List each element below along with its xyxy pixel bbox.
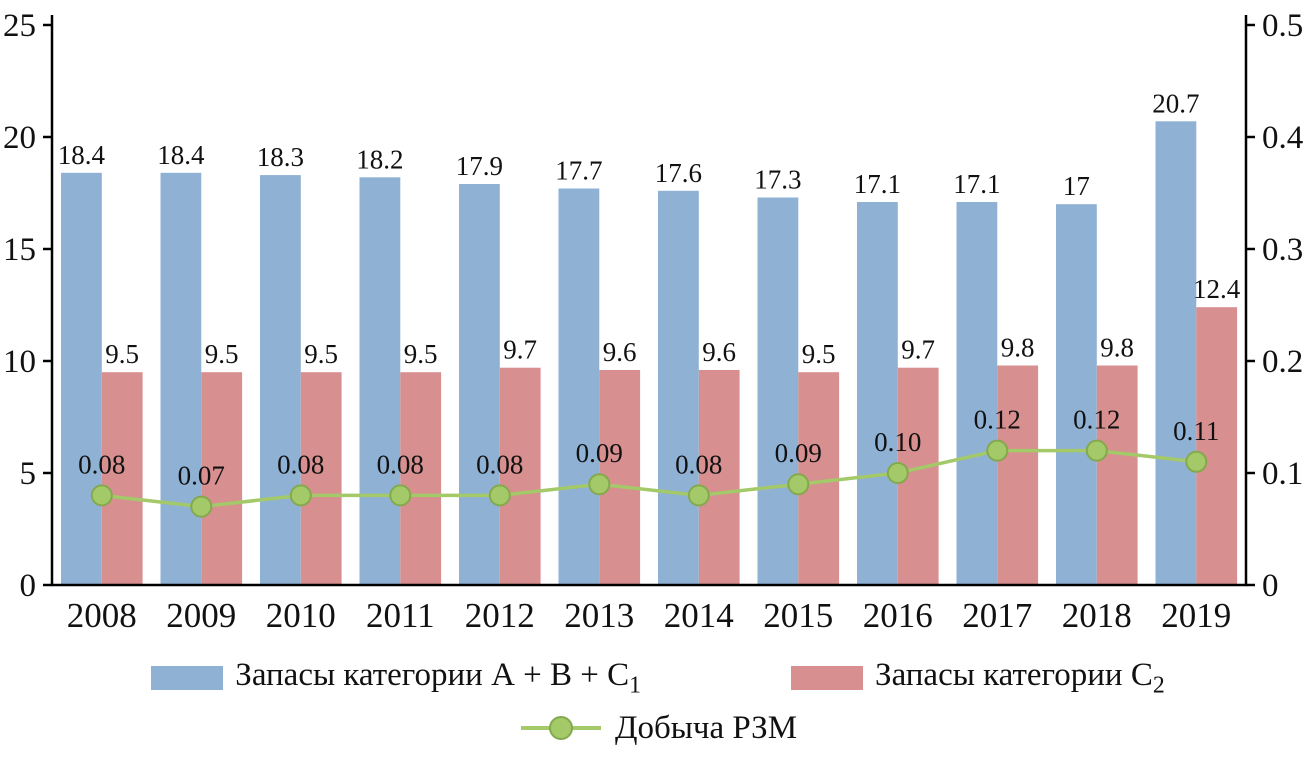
pink-bar-swatch <box>791 666 864 691</box>
svg-text:15: 15 <box>3 232 36 268</box>
svg-text:2012: 2012 <box>465 596 535 635</box>
svg-text:0.1: 0.1 <box>1262 456 1303 492</box>
svg-text:17.9: 17.9 <box>456 151 503 181</box>
svg-text:2017: 2017 <box>962 596 1032 635</box>
svg-text:20.7: 20.7 <box>1152 88 1199 118</box>
svg-text:0.12: 0.12 <box>1073 405 1120 435</box>
svg-text:18.4: 18.4 <box>157 140 205 170</box>
svg-text:0.3: 0.3 <box>1262 232 1303 268</box>
svg-text:0.12: 0.12 <box>974 405 1021 435</box>
svg-text:0.4: 0.4 <box>1262 120 1303 156</box>
svg-text:2015: 2015 <box>763 596 833 635</box>
svg-text:9.6: 9.6 <box>603 337 637 367</box>
svg-text:18.3: 18.3 <box>257 142 304 172</box>
svg-text:0.09: 0.09 <box>576 438 623 468</box>
svg-text:17: 17 <box>1063 171 1090 201</box>
svg-text:9.5: 9.5 <box>802 339 836 369</box>
svg-text:2011: 2011 <box>366 596 435 635</box>
svg-text:17.7: 17.7 <box>555 156 602 186</box>
svg-text:9.8: 9.8 <box>1100 333 1134 363</box>
svg-text:9.6: 9.6 <box>702 337 736 367</box>
chart-svg: 18.4 9.5 18.4 9.5 18.3 9.5 18.2 9.5 17.9 9.7 17.7 9… <box>3 8 1303 635</box>
svg-text:9.5: 9.5 <box>105 339 139 369</box>
svg-text:9.5: 9.5 <box>304 339 338 369</box>
legend-row-1: Запасы категории А + В + С1 Запасы катег… <box>151 657 1165 700</box>
legend-label-reserves-c2: Запасы категории С2 <box>875 657 1165 699</box>
svg-text:2018: 2018 <box>1062 596 1132 635</box>
svg-text:9.5: 9.5 <box>205 339 239 369</box>
svg-text:0.08: 0.08 <box>476 449 523 479</box>
svg-text:25: 25 <box>3 8 36 44</box>
svg-text:9.8: 9.8 <box>1001 333 1035 363</box>
svg-text:0.08: 0.08 <box>277 449 324 479</box>
svg-text:9.7: 9.7 <box>503 335 537 365</box>
svg-text:12.4: 12.4 <box>1193 274 1241 304</box>
svg-text:0.2: 0.2 <box>1262 344 1303 380</box>
svg-text:2014: 2014 <box>664 596 734 635</box>
blue-bar-swatch <box>151 666 224 691</box>
legend-label-reserves-abc1: Запасы категории А + В + С1 <box>235 657 642 699</box>
svg-text:0: 0 <box>1262 568 1279 604</box>
green-line-marker-swatch <box>520 716 601 741</box>
svg-text:17.1: 17.1 <box>854 169 901 199</box>
svg-text:0.09: 0.09 <box>775 438 822 468</box>
svg-text:5: 5 <box>20 456 37 492</box>
svg-text:17.6: 17.6 <box>655 158 702 188</box>
svg-text:18.4: 18.4 <box>58 140 106 170</box>
legend-item-reserves-c2: Запасы категории С2 <box>791 657 1165 700</box>
svg-text:0: 0 <box>20 568 37 604</box>
svg-text:2019: 2019 <box>1161 596 1231 635</box>
svg-text:9.7: 9.7 <box>901 335 935 365</box>
legend: Запасы категории А + В + С1 Запасы катег… <box>0 657 1316 747</box>
legend-item-reserves-abc1: Запасы категории А + В + С1 <box>151 657 641 700</box>
svg-text:2016: 2016 <box>863 596 933 635</box>
svg-text:2010: 2010 <box>266 596 336 635</box>
legend-row-2: Добыча РЗМ <box>519 710 797 747</box>
svg-text:0.11: 0.11 <box>1173 416 1219 446</box>
svg-text:17.1: 17.1 <box>953 169 1000 199</box>
svg-text:2013: 2013 <box>564 596 634 635</box>
svg-text:0.08: 0.08 <box>675 449 722 479</box>
svg-text:17.3: 17.3 <box>754 165 801 195</box>
svg-text:0.08: 0.08 <box>78 449 125 479</box>
svg-text:2009: 2009 <box>166 596 236 635</box>
legend-label-production: Добыча РЗМ <box>614 709 798 746</box>
svg-text:10: 10 <box>3 344 36 380</box>
svg-text:0.5: 0.5 <box>1262 8 1303 44</box>
svg-text:18.2: 18.2 <box>356 144 403 174</box>
svg-text:9.5: 9.5 <box>404 339 438 369</box>
svg-text:0.10: 0.10 <box>874 427 921 457</box>
legend-item-production: Добыча РЗМ <box>519 710 797 747</box>
svg-text:0.07: 0.07 <box>178 461 225 491</box>
svg-text:0.08: 0.08 <box>377 449 424 479</box>
svg-text:2008: 2008 <box>67 596 137 635</box>
svg-text:20: 20 <box>3 120 36 156</box>
